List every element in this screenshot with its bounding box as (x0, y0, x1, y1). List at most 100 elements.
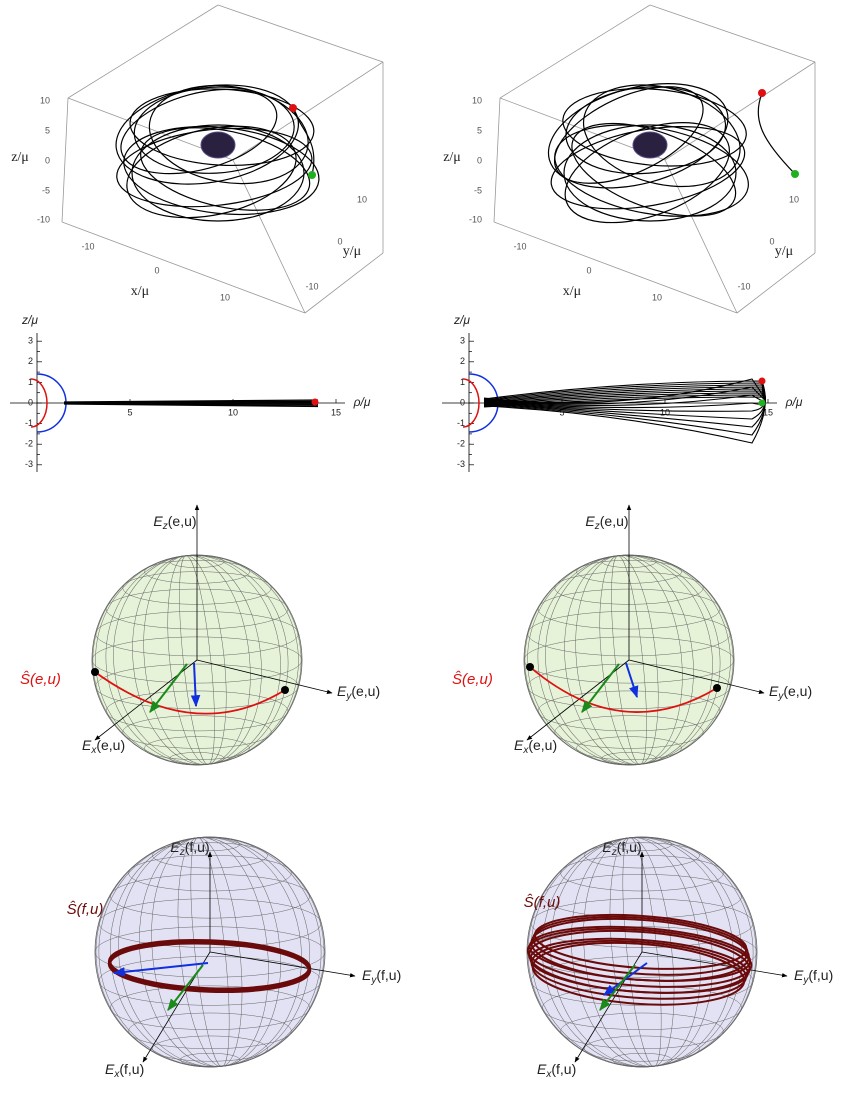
y-tick-label: 2 (28, 356, 33, 366)
column: 1050-5-10-10010100-10z/μx/μy/μ3210-1-2-3… (442, 4, 833, 1080)
axis-subscript: y (777, 691, 784, 702)
orbit-loop (120, 88, 278, 175)
orbit-loop (129, 88, 315, 167)
axis-label: Ez(e,u) (153, 513, 196, 532)
ey-axis (196, 659, 333, 694)
z-tick-label: -10 (469, 214, 482, 224)
x-tick-label: 10 (228, 407, 238, 417)
axis-args: (e,u) (783, 683, 812, 699)
box-edge (649, 4, 816, 63)
axis-label: Ex(e,u) (82, 737, 125, 756)
x-tick-label: -10 (513, 241, 526, 251)
axis-symbol: E (537, 1061, 547, 1077)
orbit-loop (148, 84, 309, 185)
orbit-loop (123, 125, 320, 216)
axis-subscript: x (545, 1069, 552, 1080)
axis-symbol: E (337, 683, 347, 699)
axis-symbol: E (82, 737, 92, 753)
axis-subscript: z (162, 521, 168, 532)
spin-vector (167, 964, 204, 1011)
box-edge (493, 97, 501, 223)
black-hole (200, 131, 236, 159)
orbit-node (281, 686, 289, 694)
axis-subscript: x (113, 1069, 120, 1080)
y-tick-label: 0 (460, 397, 465, 407)
y-tick-label: 2 (460, 356, 465, 366)
latitude (611, 1052, 673, 1067)
box-edge (61, 97, 69, 223)
orbit-node (526, 663, 534, 671)
ergosurface (462, 378, 480, 428)
axis-label: Ey(e,u) (337, 683, 380, 702)
orbit-loop (131, 124, 305, 222)
spin-vector (625, 662, 639, 699)
orbit-trace (63, 403, 319, 408)
spin-label: Ŝ(f,u) (67, 900, 104, 918)
box-edge (217, 4, 384, 63)
axis-symbol: E (105, 1061, 115, 1077)
axis-symbol: E (170, 839, 180, 855)
z-axis-label: z/μ (443, 150, 461, 165)
y-tick-label: -1 (25, 418, 33, 428)
latitude (179, 1052, 241, 1067)
orbit-loop (562, 88, 747, 167)
z-tick-label: 10 (472, 95, 482, 105)
spin-label: Ŝ(f,u) (524, 893, 561, 911)
latitude (530, 956, 754, 1006)
orbit-tail (757, 92, 796, 175)
latitude (144, 736, 250, 761)
orbit-loop (140, 127, 311, 211)
axis-subscript: y (370, 975, 377, 986)
spin-orbit (531, 941, 746, 1006)
axis-args: (e,u) (351, 683, 380, 699)
axis-subscript: y (345, 691, 352, 702)
latitude (152, 1035, 268, 1062)
z-tick-label: 0 (45, 155, 50, 165)
latitude (169, 752, 225, 765)
x-tick-label: 10 (652, 292, 662, 302)
spin-orbit (94, 671, 286, 715)
orbit-loop (565, 86, 727, 175)
ergosurface (30, 378, 48, 428)
spin-orbit (529, 666, 718, 713)
latitude (98, 956, 322, 1006)
latitude (601, 752, 657, 765)
y-tick-label: -3 (457, 459, 465, 469)
box-edge (232, 159, 306, 314)
axis-args: (f,u) (551, 1061, 576, 1077)
y-tick-label: -10 (737, 281, 750, 291)
black-hole (632, 131, 668, 159)
y-tick-label: 1 (460, 377, 465, 387)
z-tick-label: -5 (42, 185, 50, 195)
orbit-loop (550, 125, 746, 210)
axis-label: Ey(f,u) (362, 967, 401, 986)
orbit-trace (483, 386, 766, 420)
latitude (576, 736, 682, 761)
x-axis-label: ρ/μ (785, 395, 803, 409)
y-axis-label: z/μ (453, 313, 470, 327)
ey-axis (641, 951, 788, 978)
spin-orbit (526, 927, 753, 988)
y-tick-label: 0 (337, 236, 342, 246)
y-tick-label: -1 (457, 418, 465, 428)
axis-symbol: E (585, 513, 595, 529)
y-axis-label: z/μ (21, 313, 38, 327)
latitude (611, 837, 673, 852)
axis-subscript: z (594, 521, 600, 532)
latitude (95, 663, 299, 709)
x-axis-label: x/μ (563, 284, 581, 299)
y-tick-label: -10 (305, 281, 318, 291)
ey-axis (628, 659, 765, 694)
x-axis-label: ρ/μ (353, 395, 371, 409)
orbit-loop (116, 127, 313, 208)
y-tick-label: 3 (28, 336, 33, 346)
orbit-loop (563, 124, 737, 222)
y-tick-label: -2 (457, 439, 465, 449)
y-tick-label: 0 (769, 236, 774, 246)
y-tick-label: 10 (789, 194, 799, 204)
spin-label: Ŝ(e,u) (20, 670, 61, 688)
ey-axis (209, 951, 356, 978)
axis-subscript: z (179, 847, 185, 858)
end-point (308, 171, 316, 179)
